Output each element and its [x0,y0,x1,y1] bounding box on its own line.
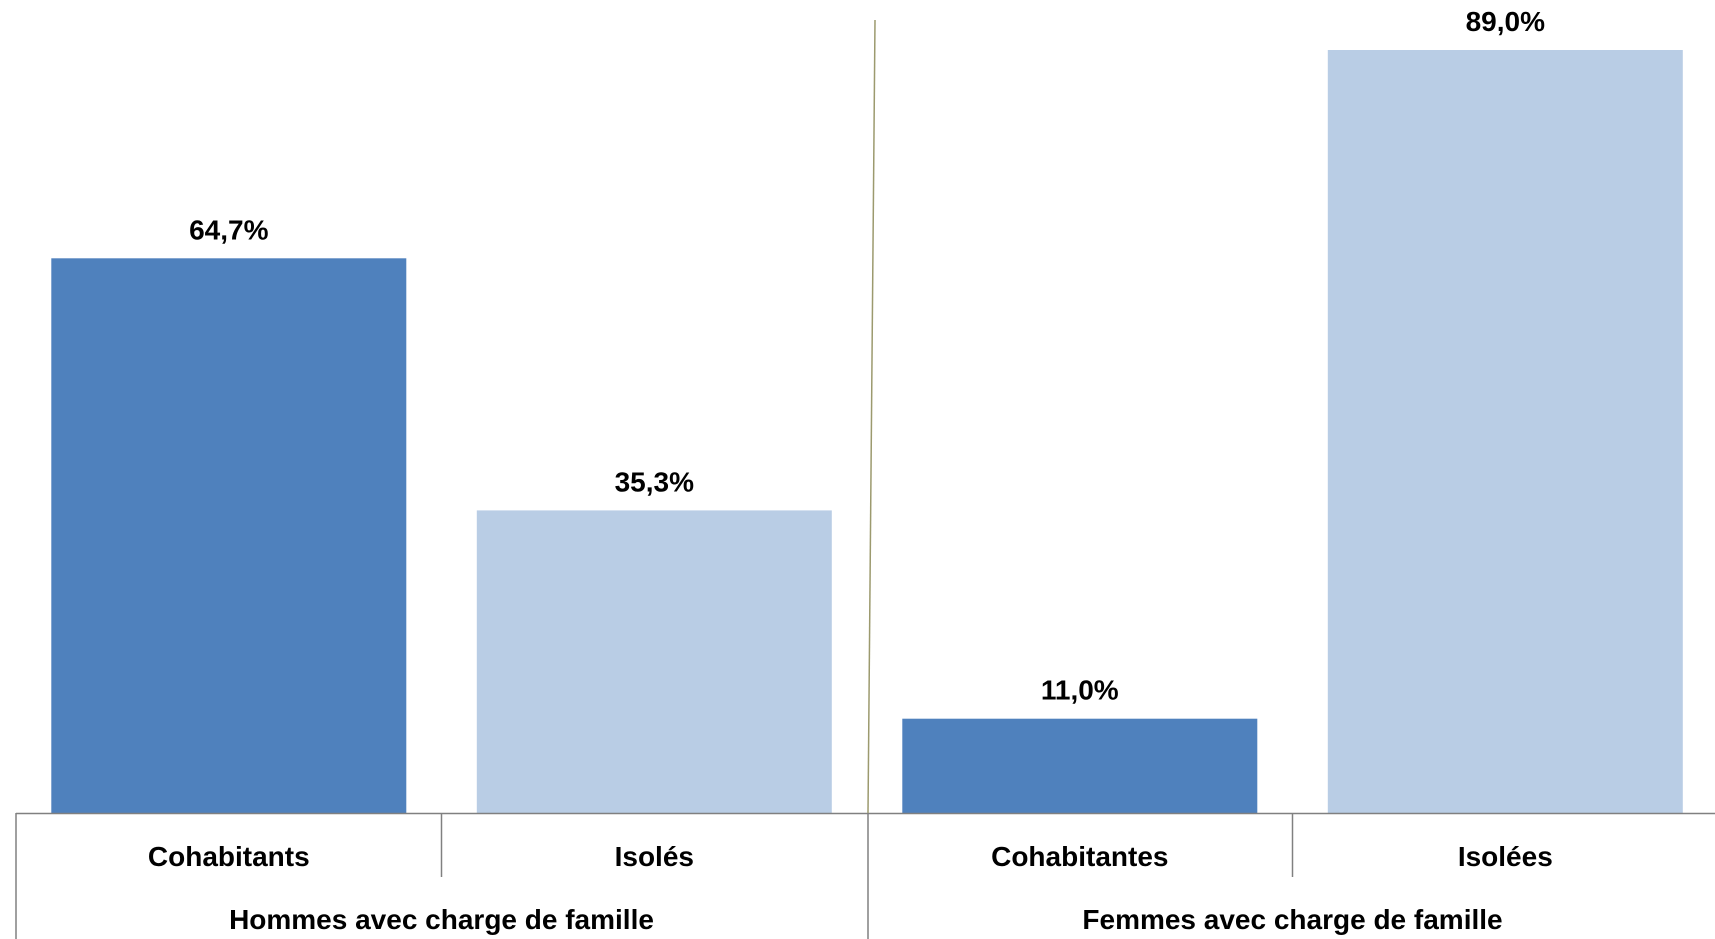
bar-cohabitants [51,258,407,813]
category-labels-layer: Cohabitants Isolés Cohabitantes Isolées [148,841,1553,872]
group-tick-label: Femmes avec charge de famille [1082,904,1502,935]
group-divider-line [867,19,876,814]
bar-isol-es [1327,50,1683,813]
data-label: 89,0% [1466,6,1545,37]
axis-layer [15,19,1715,939]
value-labels-layer: 64,7% 35,3% 11,0% 89,0% [189,6,1545,706]
category-tick-label: Isolés [615,841,694,872]
group-tick-label: Hommes avec charge de famille [229,904,654,935]
category-tick-label: Cohabitants [148,841,310,872]
bar-isol-s [476,510,832,813]
data-label: 35,3% [615,466,694,497]
bar-cohabitantes [902,718,1258,813]
bars-layer [51,50,1683,813]
group-labels-layer: Hommes avec charge de famille Femmes avec… [229,904,1503,935]
category-tick-label: Cohabitantes [991,841,1168,872]
data-label: 11,0% [1041,675,1119,706]
category-tick-label: Isolées [1458,841,1553,872]
data-label: 64,7% [189,214,268,245]
